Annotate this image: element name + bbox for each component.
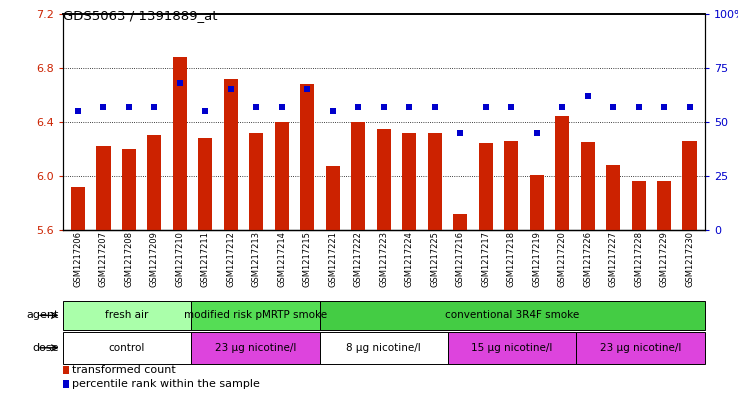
Bar	[683, 141, 697, 230]
Point	[531, 129, 542, 136]
Text: control: control	[108, 343, 145, 353]
Point	[404, 103, 415, 110]
Text: GDS5063 / 1391889_at: GDS5063 / 1391889_at	[63, 9, 217, 22]
Point	[72, 108, 84, 114]
Bar	[97, 146, 111, 230]
Point	[480, 103, 492, 110]
Text: 8 μg nicotine/l: 8 μg nicotine/l	[346, 343, 421, 353]
Point	[607, 103, 619, 110]
Bar	[325, 166, 339, 230]
Point	[683, 103, 695, 110]
Point	[556, 103, 568, 110]
Point	[250, 103, 262, 110]
Bar	[448, 332, 576, 364]
Bar	[351, 122, 365, 230]
Bar	[428, 132, 442, 230]
Bar	[479, 143, 493, 230]
Point	[327, 108, 339, 114]
Point	[199, 108, 211, 114]
Point	[97, 103, 109, 110]
Point	[455, 129, 466, 136]
Text: conventional 3R4F smoke: conventional 3R4F smoke	[445, 310, 579, 320]
Bar	[122, 149, 136, 230]
Text: modified risk pMRTP smoke: modified risk pMRTP smoke	[184, 310, 327, 320]
Bar	[275, 122, 289, 230]
Bar	[320, 301, 705, 330]
Point	[352, 103, 364, 110]
Text: agent: agent	[27, 310, 59, 320]
Bar	[453, 214, 467, 230]
Bar	[148, 135, 162, 230]
Point	[225, 86, 237, 93]
Bar	[63, 301, 191, 330]
Point	[632, 103, 644, 110]
Point	[658, 103, 670, 110]
Bar	[71, 187, 85, 230]
Bar	[249, 132, 263, 230]
Point	[174, 80, 186, 86]
Point	[582, 93, 593, 99]
Point	[123, 103, 135, 110]
Bar	[224, 79, 238, 230]
Point	[506, 103, 517, 110]
Text: 23 μg nicotine/l: 23 μg nicotine/l	[600, 343, 681, 353]
Bar	[300, 84, 314, 230]
Bar	[402, 132, 416, 230]
Bar	[606, 165, 620, 230]
Bar	[530, 174, 544, 230]
Point	[378, 103, 390, 110]
Bar	[555, 116, 569, 230]
Point	[148, 103, 160, 110]
Bar	[657, 181, 671, 230]
Bar	[377, 129, 390, 230]
Text: 15 μg nicotine/l: 15 μg nicotine/l	[472, 343, 553, 353]
Bar	[576, 332, 705, 364]
Bar	[63, 332, 191, 364]
Point	[276, 103, 288, 110]
Text: dose: dose	[32, 343, 59, 353]
Text: transformed count: transformed count	[72, 365, 176, 375]
Bar	[191, 301, 320, 330]
Bar	[581, 142, 595, 230]
Bar	[173, 57, 187, 230]
Bar	[632, 181, 646, 230]
Bar	[504, 141, 518, 230]
Bar	[191, 332, 320, 364]
Point	[429, 103, 441, 110]
Text: percentile rank within the sample: percentile rank within the sample	[72, 379, 261, 389]
Point	[301, 86, 313, 93]
Bar	[320, 332, 448, 364]
Text: fresh air: fresh air	[106, 310, 148, 320]
Text: 23 μg nicotine/l: 23 μg nicotine/l	[215, 343, 296, 353]
Bar	[199, 138, 213, 230]
